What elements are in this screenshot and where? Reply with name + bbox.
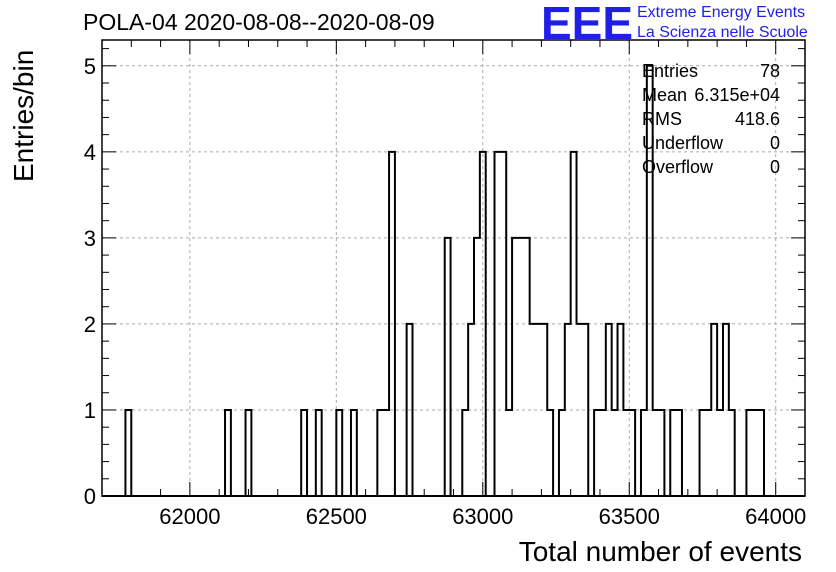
- y-tick-label: 3: [84, 226, 96, 251]
- stat-row-entries: Entries 78: [642, 60, 780, 84]
- tick-labels: 62000 62500 63000 63500 64000 0 1 2 3 4 5: [84, 54, 807, 529]
- x-tick-label: 64000: [745, 504, 806, 529]
- x-tick-label: 63000: [452, 504, 513, 529]
- logo-caption: Extreme Energy Events La Scienza nelle S…: [637, 3, 808, 43]
- x-tick-label: 63500: [599, 504, 660, 529]
- stat-row-underflow: Underflow 0: [642, 132, 780, 156]
- stat-label: Mean: [642, 85, 688, 105]
- logo-line-1: Extreme Energy Events: [637, 4, 806, 21]
- stat-label: Entries: [642, 61, 699, 81]
- y-tick-label: 5: [84, 54, 96, 79]
- logo-line-2: La Scienza nelle Scuole: [637, 24, 808, 41]
- stat-row-overflow: Overflow 0: [642, 156, 780, 180]
- chart-title: POLA-04 2020-08-08--2020-08-09: [83, 9, 435, 35]
- x-axis-label: Total number of events: [518, 536, 802, 567]
- stat-value: 0: [769, 133, 780, 153]
- stat-value: 6.315e+04: [694, 85, 780, 105]
- stat-value: 78: [759, 61, 780, 81]
- stat-row-rms: RMS 418.6: [642, 108, 780, 132]
- stats-box: Entries 78 Mean 6.315e+04 RMS 418.6 Unde…: [642, 60, 780, 180]
- x-tick-label: 62500: [306, 504, 367, 529]
- y-axis-label: Entries/bin: [8, 49, 39, 182]
- stat-row-mean: Mean 6.315e+04: [642, 84, 780, 108]
- stat-label: Overflow: [642, 157, 714, 177]
- stat-label: Underflow: [642, 133, 724, 153]
- y-tick-label: 0: [84, 484, 96, 509]
- y-tick-label: 2: [84, 312, 96, 337]
- stat-value: 418.6: [734, 109, 780, 129]
- stat-label: RMS: [642, 109, 682, 129]
- x-tick-label: 62000: [159, 504, 220, 529]
- y-tick-label: 1: [84, 398, 96, 423]
- y-tick-label: 4: [84, 140, 96, 165]
- histogram-series: [102, 64, 805, 497]
- axis-ticks: [102, 40, 805, 497]
- eee-logo: EEE: [541, 0, 634, 49]
- stat-value: 0: [769, 157, 780, 177]
